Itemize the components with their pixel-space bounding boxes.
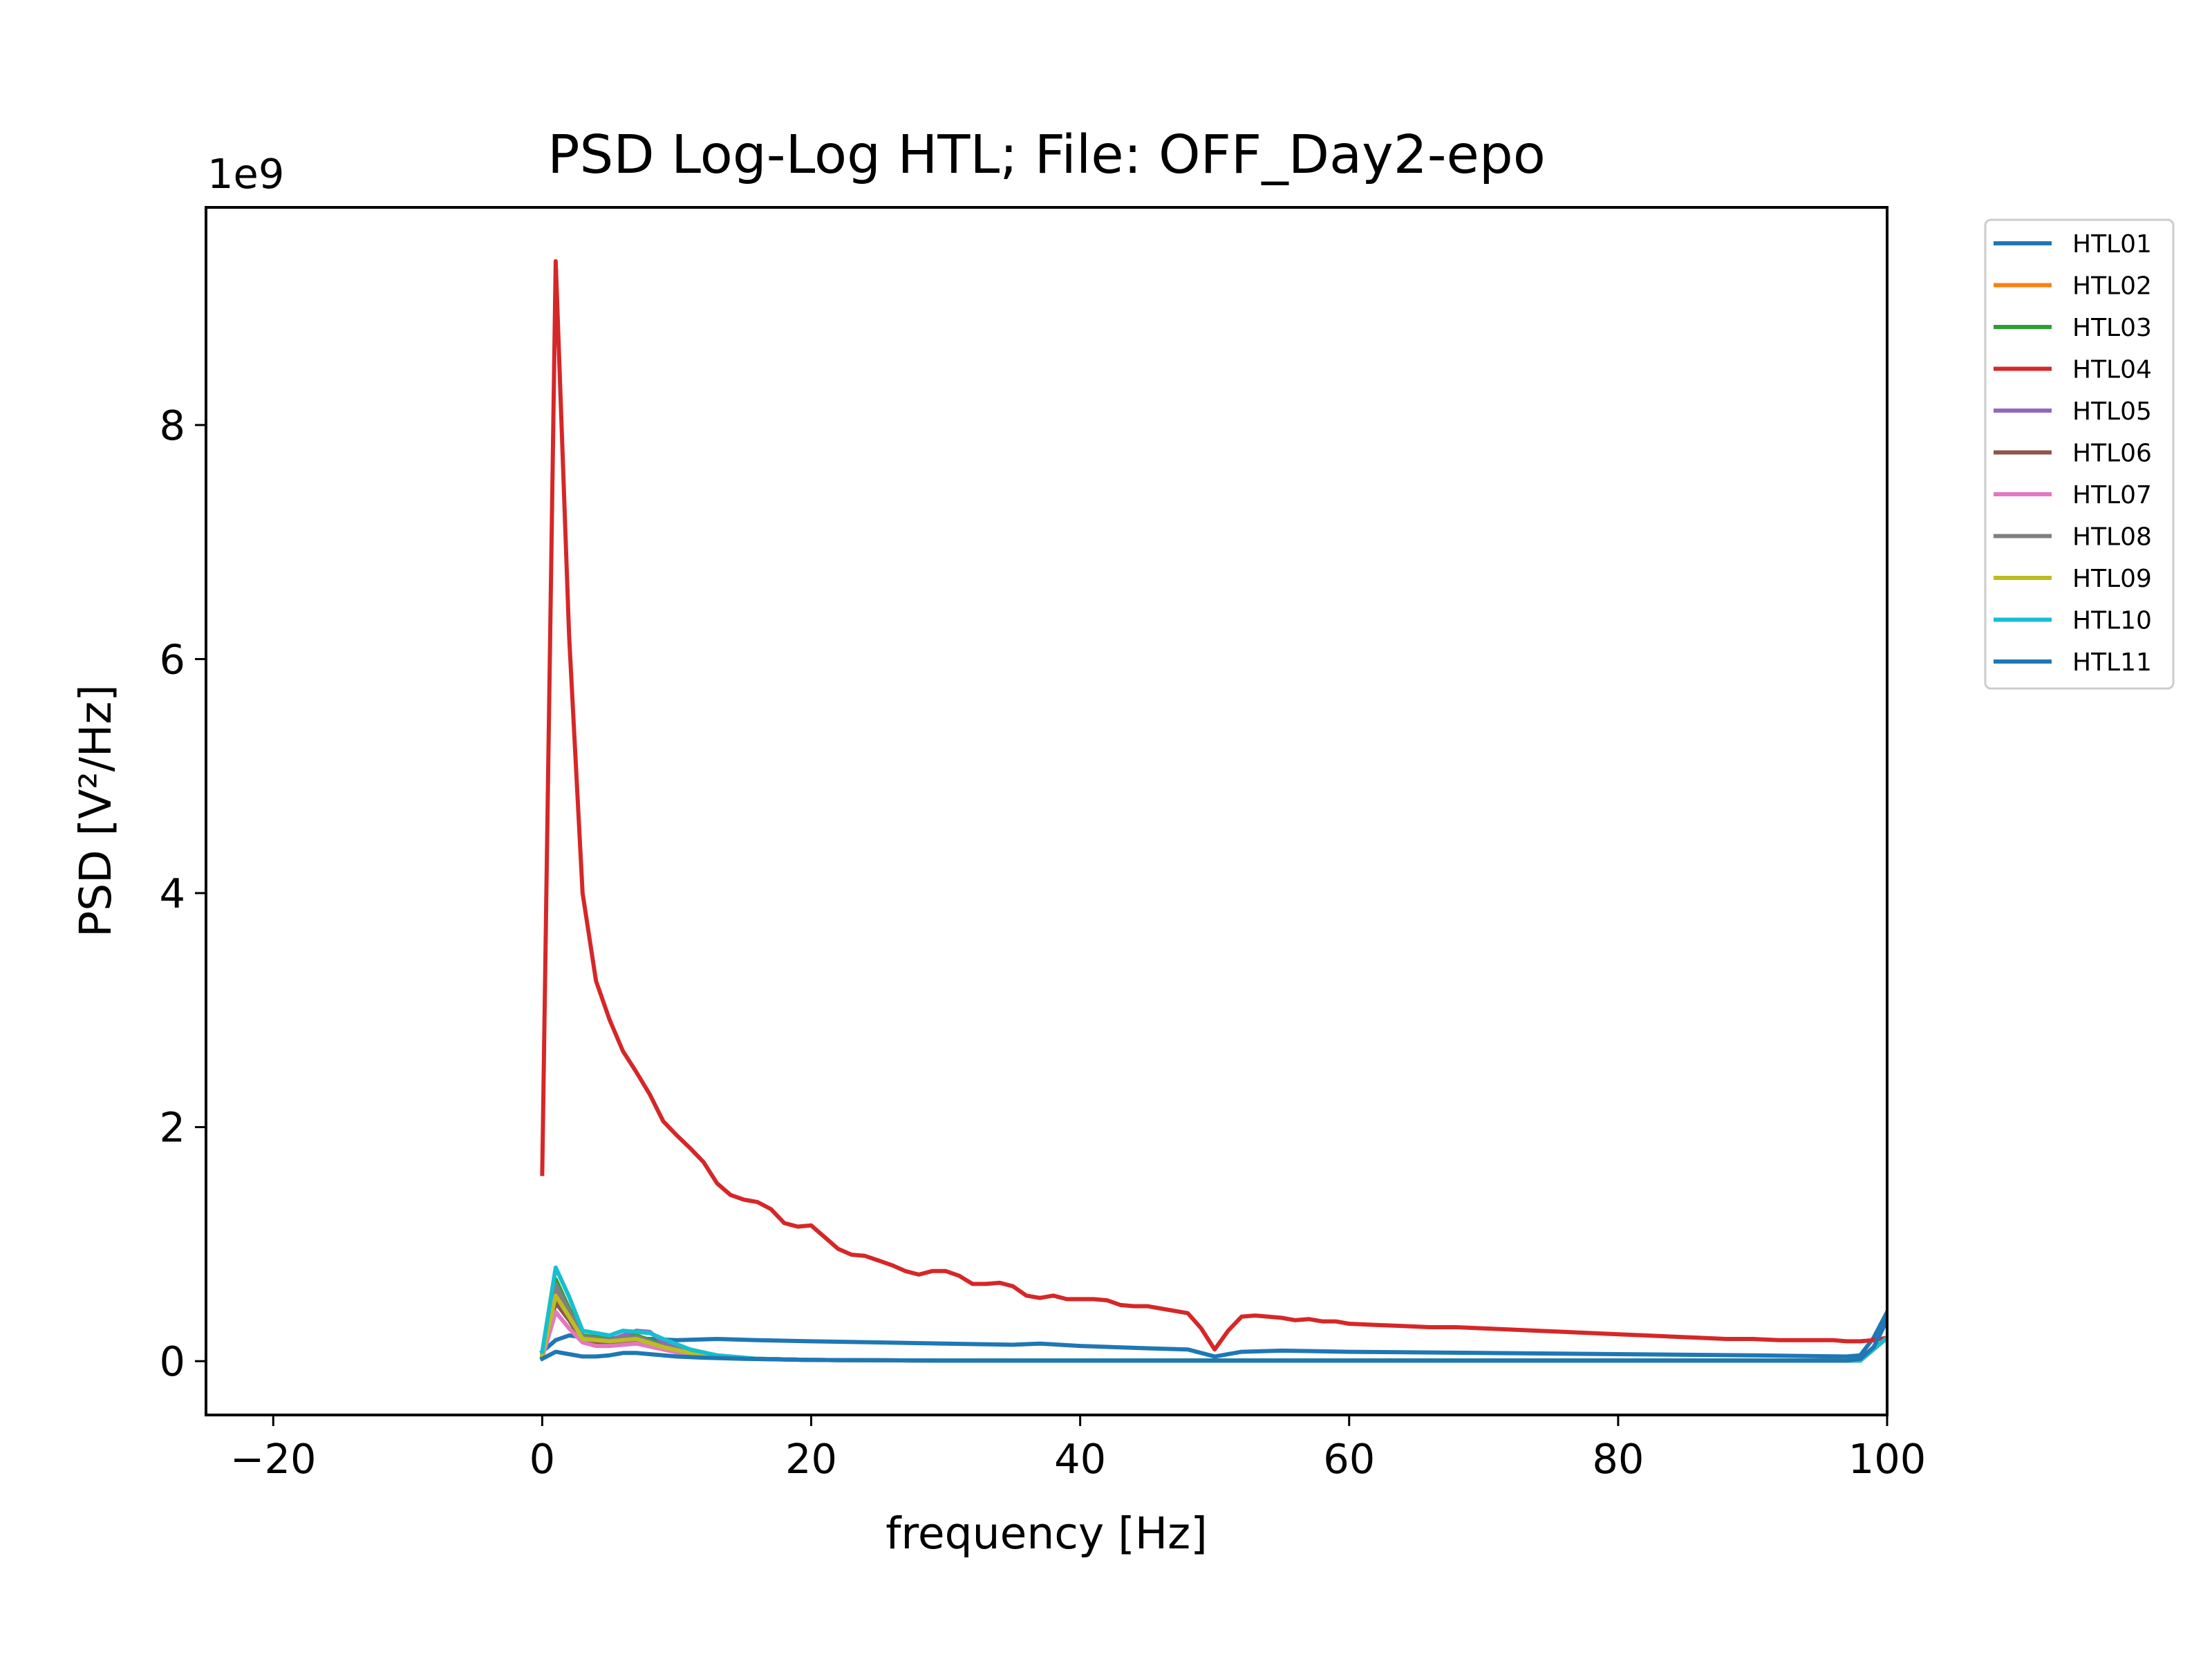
y-axis-label: PSD [V²/Hz] — [71, 684, 121, 937]
legend-item-htl07: HTL07 — [1994, 481, 2152, 509]
x-axis: −20 0 20 40 60 80 100 — [230, 1415, 1926, 1483]
y-offset-text: 1e9 — [207, 150, 284, 198]
legend-label: HTL07 — [2072, 481, 2152, 509]
plot-frame — [205, 206, 1888, 1416]
legend-label: HTL10 — [2072, 607, 2152, 635]
legend-item-htl01: HTL01 — [1994, 230, 2152, 259]
legend-label: HTL05 — [2072, 397, 2152, 426]
x-tick-label: 20 — [785, 1435, 837, 1483]
legend-label: HTL04 — [2072, 356, 2152, 384]
legend-frame — [1984, 218, 2175, 690]
legend-label: HTL06 — [2072, 440, 2152, 468]
y-tick-label: 6 — [159, 635, 185, 683]
y-tick-label: 0 — [159, 1338, 185, 1385]
legend-item-htl08: HTL08 — [1994, 523, 2152, 552]
legend-label: HTL02 — [2072, 272, 2152, 301]
x-tick-label: 40 — [1054, 1435, 1106, 1483]
legend-item-htl10: HTL10 — [1994, 607, 2152, 635]
x-tick-label: 80 — [1592, 1435, 1644, 1483]
legend-label: HTL08 — [2072, 523, 2152, 552]
legend-item-htl03: HTL03 — [1994, 314, 2152, 342]
legend-item-htl09: HTL09 — [1994, 565, 2152, 593]
legend-label: HTL09 — [2072, 565, 2152, 593]
x-tick-label: 0 — [529, 1435, 556, 1483]
series-line-htl04 — [540, 259, 1887, 1352]
y-tick-label: 2 — [159, 1104, 185, 1152]
series-line-htl06 — [539, 1300, 1887, 1363]
legend-label: HTL03 — [2072, 314, 2152, 342]
legend-item-htl06: HTL06 — [1994, 440, 2152, 468]
series-lines — [539, 259, 1887, 1363]
legend-item-htl11: HTL11 — [1994, 648, 2152, 677]
y-axis: 0 2 4 6 8 — [159, 402, 206, 1385]
x-tick-label: −20 — [230, 1435, 317, 1483]
y-tick-label: 4 — [159, 870, 185, 917]
chart-title: PSD Log-Log HTL; File: OFF_Day2-epo — [547, 124, 1546, 186]
x-axis-label: frequency [Hz] — [885, 1508, 1208, 1559]
legend-item-htl02: HTL02 — [1994, 272, 2152, 301]
legend-label: HTL11 — [2072, 648, 2152, 677]
legend-label: HTL01 — [2072, 230, 2152, 259]
y-tick-label: 8 — [159, 402, 185, 449]
x-tick-label: 100 — [1848, 1435, 1927, 1483]
series-line-htl11 — [539, 1317, 1887, 1363]
legend: HTL01 HTL02 HTL03 HTL04 HTL05 HTL06 HTL07 HTL08… — [1984, 218, 2175, 690]
x-tick-label: 60 — [1323, 1435, 1375, 1483]
legend-item-htl05: HTL05 — [1994, 397, 2152, 426]
legend-item-htl04: HTL04 — [1994, 356, 2152, 384]
